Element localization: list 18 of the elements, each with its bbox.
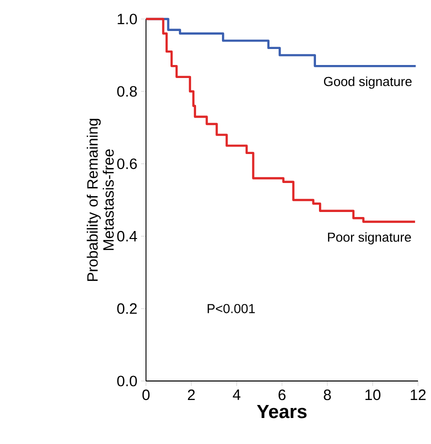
y-tick-label: 1.0	[118, 14, 137, 24]
x-tick-label: 2	[188, 390, 195, 400]
y-axis-title: Probability of Remaining Metastasis-free	[86, 118, 114, 281]
y-tick-label: 0.6	[117, 158, 137, 170]
annotation: P<0.001	[208, 304, 255, 314]
x-tick-label: 8	[324, 390, 331, 400]
y-tick-label: 0.8	[117, 86, 137, 97]
x-axis-title: Years	[256, 404, 307, 418]
x-tick-label: 0	[142, 390, 150, 400]
x-tick-label: 12	[410, 390, 426, 400]
y-tick-label: 0.4	[117, 230, 138, 242]
series-label: Good signature	[324, 76, 412, 89]
x-tick-label: 6	[278, 390, 286, 400]
series-label: Poor signature	[328, 232, 411, 244]
y-tick-label: 0.2	[117, 303, 137, 314]
y-tick-label: 0.0	[117, 376, 137, 386]
x-tick-label: 10	[365, 390, 380, 400]
x-tick-label: 4	[232, 390, 240, 400]
